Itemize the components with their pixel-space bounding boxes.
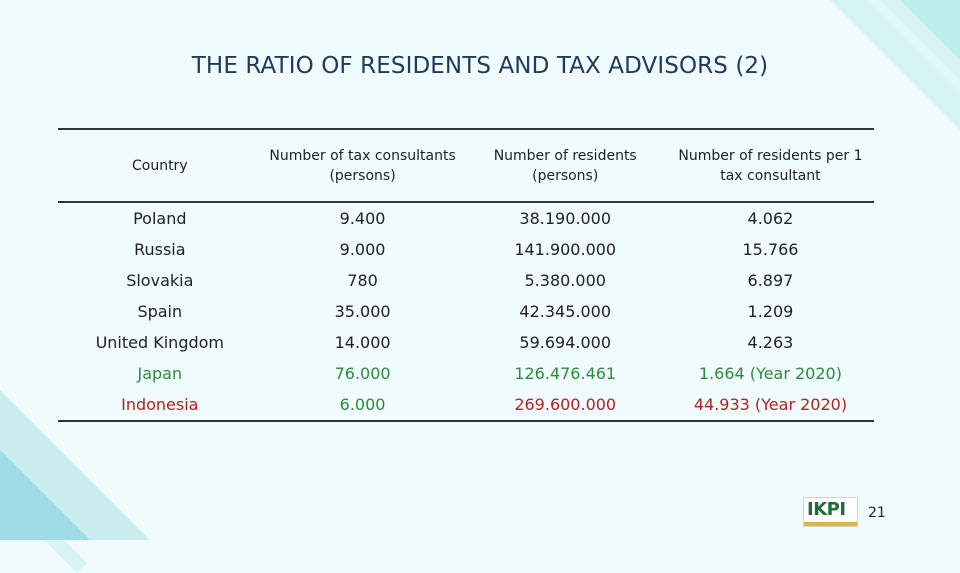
- column-header-residents: Number of residents (persons): [463, 129, 667, 203]
- stripe-decoration: [0, 436, 88, 573]
- column-header-country: Country: [58, 129, 262, 203]
- cell-country: United Kingdom: [95, 333, 224, 352]
- table-header-row: Country Number of tax consultants (perso…: [58, 129, 874, 203]
- cell-residents: 269.600.000: [514, 395, 617, 414]
- cell-country: Spain: [137, 302, 183, 321]
- cell-residents: 59.694.000: [519, 333, 612, 352]
- cell-country: Japan: [137, 364, 183, 383]
- stripe-decoration: [861, 0, 960, 49]
- cell-ratio: 1.209: [747, 302, 794, 321]
- cell-country: Indonesia: [121, 395, 199, 414]
- cell-residents: 141.900.000: [514, 240, 617, 259]
- logo-underline: [804, 522, 857, 526]
- cell-ratio: 44.933 (Year 2020): [693, 395, 848, 414]
- cell-ratio: 4.263: [747, 333, 794, 352]
- cell-ratio: 1.664 (Year 2020): [698, 364, 842, 383]
- stripe-decoration: [844, 0, 960, 96]
- data-table: Country Number of tax consultants (perso…: [58, 128, 874, 422]
- cell-residents: 42.345.000: [519, 302, 612, 321]
- cell-country: Poland: [133, 209, 187, 228]
- cell-country: Slovakia: [126, 271, 194, 290]
- cell-residents: 38.190.000: [519, 209, 612, 228]
- cell-consultants: 35.000: [334, 302, 391, 321]
- table-row: Slovakia 780 5.380.000 6.897: [58, 265, 874, 296]
- corner-decoration-top-right: [900, 0, 960, 60]
- ikpi-logo: IKPI: [803, 497, 858, 527]
- cell-ratio: 4.062: [747, 209, 794, 228]
- cell-ratio: 6.897: [747, 271, 794, 290]
- table-row: United Kingdom 14.000 59.694.000 4.263: [58, 327, 874, 358]
- page-number: 21: [868, 505, 886, 521]
- cell-consultants: 14.000: [334, 333, 391, 352]
- cell-residents: 126.476.461: [514, 364, 617, 383]
- column-header-consultants: Number of tax consultants (persons): [261, 129, 464, 203]
- column-header-ratio: Number of residents per 1 tax consultant: [666, 129, 874, 203]
- table-row-highlighted: Japan 76.000 126.476.461 1.664 (Year 202…: [58, 358, 874, 389]
- table-row: Russia 9.000 141.900.000 15.766: [58, 234, 874, 265]
- page-title: THE RATIO OF RESIDENTS AND TAX ADVISORS …: [191, 53, 769, 79]
- logo-text: IKPI: [807, 499, 846, 520]
- table-row: Spain 35.000 42.345.000 1.209: [58, 296, 874, 327]
- cell-ratio: 15.766: [742, 240, 799, 259]
- cell-consultants: 76.000: [334, 364, 391, 383]
- cell-residents: 5.380.000: [524, 271, 606, 290]
- table-row: Poland 9.400 38.190.000 4.062: [58, 202, 874, 234]
- table-row-highlighted: Indonesia 6.000 269.600.000 44.933 (Year…: [58, 389, 874, 421]
- cell-consultants: 9.000: [339, 240, 386, 259]
- cell-consultants: 9.400: [339, 209, 386, 228]
- corner-decoration-bottom-left: [0, 450, 90, 540]
- cell-consultants: 780: [347, 271, 378, 290]
- cell-consultants: 6.000: [339, 395, 386, 414]
- cell-country: Russia: [134, 240, 186, 259]
